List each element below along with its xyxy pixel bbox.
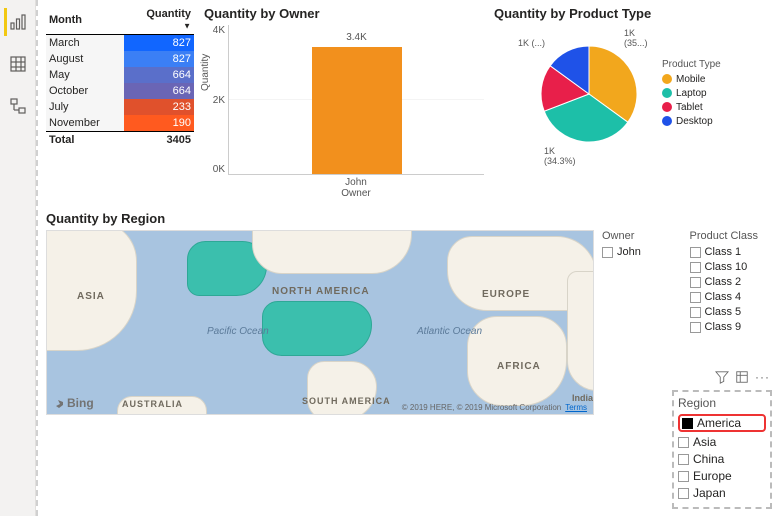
report-view-tab[interactable]	[4, 8, 32, 36]
model-view-tab[interactable]	[4, 92, 32, 120]
pie-legend: Product Type MobileLaptopTabletDesktop	[662, 59, 721, 130]
checkbox-icon	[690, 292, 701, 303]
owner-slicer[interactable]: Owner John	[602, 230, 678, 415]
slicer-item[interactable]: Class 2	[690, 276, 766, 288]
slicer-item[interactable]: Asia	[678, 435, 766, 449]
slicer-item[interactable]: Class 10	[690, 261, 766, 273]
slicer-item[interactable]: Class 4	[690, 291, 766, 303]
region-slicer[interactable]: ··· Region AmericaAsiaChinaEuropeJapan	[672, 390, 772, 509]
slicer-item[interactable]: John	[602, 246, 678, 258]
pie-title: Quantity by Product Type	[494, 6, 765, 21]
bar-plot: 3.4K	[228, 25, 484, 175]
bar-chart[interactable]: Quantity by Owner Quantity 4K 2K 0K 3.4K	[204, 6, 484, 199]
checkbox-icon	[690, 247, 701, 258]
bar-yaxis: 4K 2K 0K	[204, 25, 228, 175]
slicer-item[interactable]: Class 5	[690, 306, 766, 318]
label-af: AFRICA	[497, 361, 541, 372]
slicer-item[interactable]: China	[678, 452, 766, 466]
label-in: India	[572, 393, 593, 403]
col-quantity[interactable]: Quantity▼	[124, 6, 194, 35]
bing-logo[interactable]: Bing	[53, 396, 94, 410]
product-class-slicer[interactable]: Product Class Class 1Class 10Class 2Clas…	[690, 230, 766, 415]
col-month[interactable]: Month	[46, 6, 124, 35]
slicer-item[interactable]: Class 9	[690, 321, 766, 333]
view-switcher	[0, 0, 36, 516]
table-row[interactable]: March827	[46, 35, 194, 52]
focus-icon[interactable]	[735, 370, 749, 387]
map-attribution: © 2019 HERE, © 2019 Microsoft Corporatio…	[402, 403, 587, 412]
slicer-item[interactable]: Europe	[678, 469, 766, 483]
label-eu: EUROPE	[482, 289, 530, 300]
slicer-item[interactable]: Class 1	[690, 246, 766, 258]
pie-plot: 1K(35...)1K(34.3%)1K (...)	[524, 29, 654, 159]
legend-item[interactable]: Desktop	[662, 116, 721, 127]
bar-john[interactable]: 3.4K	[312, 47, 402, 174]
bar-xaxis: John Owner	[228, 177, 484, 199]
label-sa: SOUTH AMERICA	[302, 396, 391, 406]
checkbox-icon	[678, 488, 689, 499]
checkbox-icon	[678, 437, 689, 448]
bar-title: Quantity by Owner	[204, 6, 484, 21]
checkbox-icon	[690, 307, 701, 318]
label-pacific: Pacific Ocean	[207, 326, 269, 337]
map-title: Quantity by Region	[46, 211, 765, 226]
total-value: 3405	[124, 132, 194, 149]
pie-slice-label: 1K(35...)	[624, 29, 648, 49]
table-row[interactable]: May664	[46, 67, 194, 83]
map-visual[interactable]: ASIA NORTH AMERICA EUROPE AFRICA SOUTH A…	[46, 230, 594, 415]
pie-slice-label: 1K(34.3%)	[544, 147, 576, 167]
checkbox-icon	[678, 471, 689, 482]
bar-ylabel: Quantity	[200, 54, 211, 91]
slicer-item[interactable]: Japan	[678, 486, 766, 500]
report-canvas: Month Quantity▼ March827August827May664O…	[36, 0, 773, 516]
table-row[interactable]: August827	[46, 51, 194, 67]
slicer-item[interactable]: America	[678, 414, 766, 432]
checkbox-icon	[682, 418, 693, 429]
checkbox-icon	[690, 322, 701, 333]
legend-item[interactable]: Tablet	[662, 102, 721, 113]
label-na: NORTH AMERICA	[272, 286, 370, 297]
checkbox-icon	[678, 454, 689, 465]
more-icon[interactable]: ···	[755, 370, 770, 387]
data-view-tab[interactable]	[4, 50, 32, 78]
table-row[interactable]: July233	[46, 99, 194, 115]
pie-slice-label: 1K (...)	[518, 39, 545, 49]
filter-icon[interactable]	[715, 370, 729, 387]
terms-link[interactable]: Terms	[565, 403, 587, 412]
label-au: AUSTRALIA	[122, 399, 183, 409]
legend-item[interactable]: Laptop	[662, 88, 721, 99]
legend-item[interactable]: Mobile	[662, 74, 721, 85]
checkbox-icon	[690, 262, 701, 273]
total-label: Total	[46, 132, 124, 149]
quantity-table[interactable]: Month Quantity▼ March827August827May664O…	[46, 6, 194, 199]
pie-chart[interactable]: Quantity by Product Type 1K(35...)1K(34.…	[494, 6, 765, 199]
table-row[interactable]: November190	[46, 115, 194, 132]
label-atlantic: Atlantic Ocean	[417, 326, 482, 337]
table-row[interactable]: October664	[46, 83, 194, 99]
label-asia: ASIA	[77, 291, 105, 302]
checkbox-icon	[602, 247, 613, 258]
checkbox-icon	[690, 277, 701, 288]
